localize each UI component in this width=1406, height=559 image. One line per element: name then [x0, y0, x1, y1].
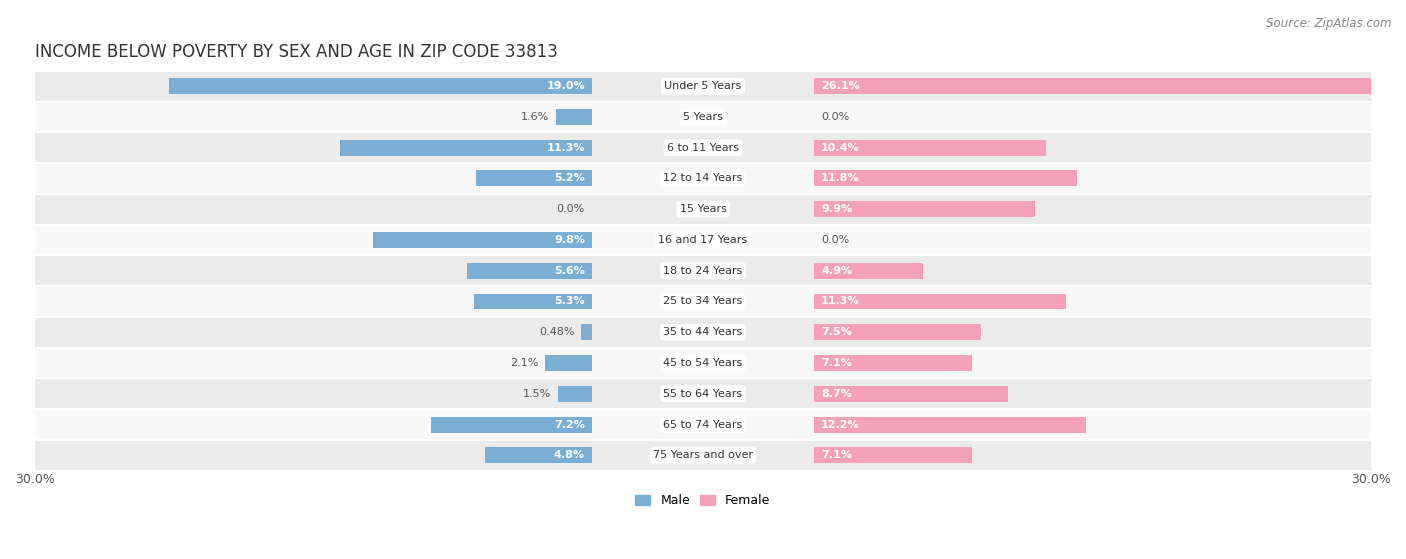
Text: 25 to 34 Years: 25 to 34 Years: [664, 296, 742, 306]
Bar: [35, 440, 1371, 471]
Bar: [340, 140, 592, 156]
Text: 15 Years: 15 Years: [679, 204, 727, 214]
Text: 0.0%: 0.0%: [821, 235, 849, 245]
Bar: [814, 263, 924, 279]
Bar: [558, 386, 592, 402]
Bar: [35, 163, 1371, 194]
Bar: [475, 170, 592, 187]
Bar: [169, 78, 592, 94]
Bar: [485, 447, 592, 463]
Text: 11.3%: 11.3%: [547, 143, 585, 153]
Bar: [581, 324, 592, 340]
Text: 7.1%: 7.1%: [821, 450, 852, 460]
Bar: [814, 386, 1008, 402]
Text: 12.2%: 12.2%: [821, 419, 859, 429]
Bar: [814, 324, 981, 340]
Text: 1.6%: 1.6%: [522, 112, 550, 122]
Text: 75 Years and over: 75 Years and over: [652, 450, 754, 460]
Text: 11.8%: 11.8%: [821, 173, 859, 183]
Bar: [814, 140, 1046, 156]
Bar: [35, 409, 1371, 440]
Bar: [546, 355, 592, 371]
Text: 5.2%: 5.2%: [554, 173, 585, 183]
Text: 16 and 17 Years: 16 and 17 Years: [658, 235, 748, 245]
Legend: Male, Female: Male, Female: [630, 489, 776, 513]
Text: 0.0%: 0.0%: [821, 112, 849, 122]
Text: 0.48%: 0.48%: [538, 327, 574, 337]
Text: 5 Years: 5 Years: [683, 112, 723, 122]
Bar: [35, 132, 1371, 163]
Text: 0.0%: 0.0%: [557, 204, 585, 214]
Text: 35 to 44 Years: 35 to 44 Years: [664, 327, 742, 337]
Bar: [555, 109, 592, 125]
Text: 19.0%: 19.0%: [547, 81, 585, 91]
Text: 9.9%: 9.9%: [821, 204, 852, 214]
Bar: [35, 225, 1371, 255]
Bar: [814, 78, 1396, 94]
Text: 10.4%: 10.4%: [821, 143, 859, 153]
Bar: [814, 447, 973, 463]
Text: 18 to 24 Years: 18 to 24 Years: [664, 266, 742, 276]
Text: INCOME BELOW POVERTY BY SEX AND AGE IN ZIP CODE 33813: INCOME BELOW POVERTY BY SEX AND AGE IN Z…: [35, 43, 558, 61]
Text: 6 to 11 Years: 6 to 11 Years: [666, 143, 740, 153]
Bar: [814, 201, 1035, 217]
Bar: [474, 293, 592, 310]
Text: 7.2%: 7.2%: [554, 419, 585, 429]
Text: Source: ZipAtlas.com: Source: ZipAtlas.com: [1267, 17, 1392, 30]
Bar: [35, 71, 1371, 102]
Bar: [35, 286, 1371, 317]
Bar: [35, 317, 1371, 348]
Text: 5.6%: 5.6%: [554, 266, 585, 276]
Text: 5.3%: 5.3%: [554, 296, 585, 306]
Text: 8.7%: 8.7%: [821, 389, 852, 399]
Text: 4.9%: 4.9%: [821, 266, 852, 276]
Bar: [35, 194, 1371, 225]
Bar: [35, 378, 1371, 409]
Bar: [814, 293, 1066, 310]
Text: Under 5 Years: Under 5 Years: [665, 81, 741, 91]
Text: 1.5%: 1.5%: [523, 389, 551, 399]
Bar: [814, 416, 1085, 433]
Text: 2.1%: 2.1%: [510, 358, 538, 368]
Text: 4.8%: 4.8%: [554, 450, 585, 460]
Text: 7.1%: 7.1%: [821, 358, 852, 368]
Bar: [35, 255, 1371, 286]
Text: 12 to 14 Years: 12 to 14 Years: [664, 173, 742, 183]
Bar: [467, 263, 592, 279]
Bar: [814, 355, 973, 371]
Text: 26.1%: 26.1%: [821, 81, 860, 91]
Bar: [374, 232, 592, 248]
Text: 65 to 74 Years: 65 to 74 Years: [664, 419, 742, 429]
Text: 7.5%: 7.5%: [821, 327, 852, 337]
Bar: [35, 348, 1371, 378]
Text: 45 to 54 Years: 45 to 54 Years: [664, 358, 742, 368]
Text: 55 to 64 Years: 55 to 64 Years: [664, 389, 742, 399]
Bar: [35, 102, 1371, 132]
Text: 11.3%: 11.3%: [821, 296, 859, 306]
Bar: [814, 170, 1077, 187]
Text: 9.8%: 9.8%: [554, 235, 585, 245]
Bar: [432, 416, 592, 433]
